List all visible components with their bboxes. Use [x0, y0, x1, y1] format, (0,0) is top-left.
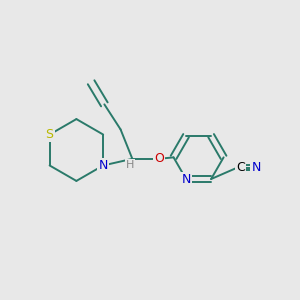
- Text: O: O: [154, 152, 164, 165]
- Text: N: N: [251, 161, 261, 174]
- Text: N: N: [182, 172, 191, 185]
- Text: N: N: [98, 159, 108, 172]
- Text: H: H: [126, 160, 134, 170]
- Text: S: S: [46, 128, 54, 141]
- Text: C: C: [236, 161, 245, 174]
